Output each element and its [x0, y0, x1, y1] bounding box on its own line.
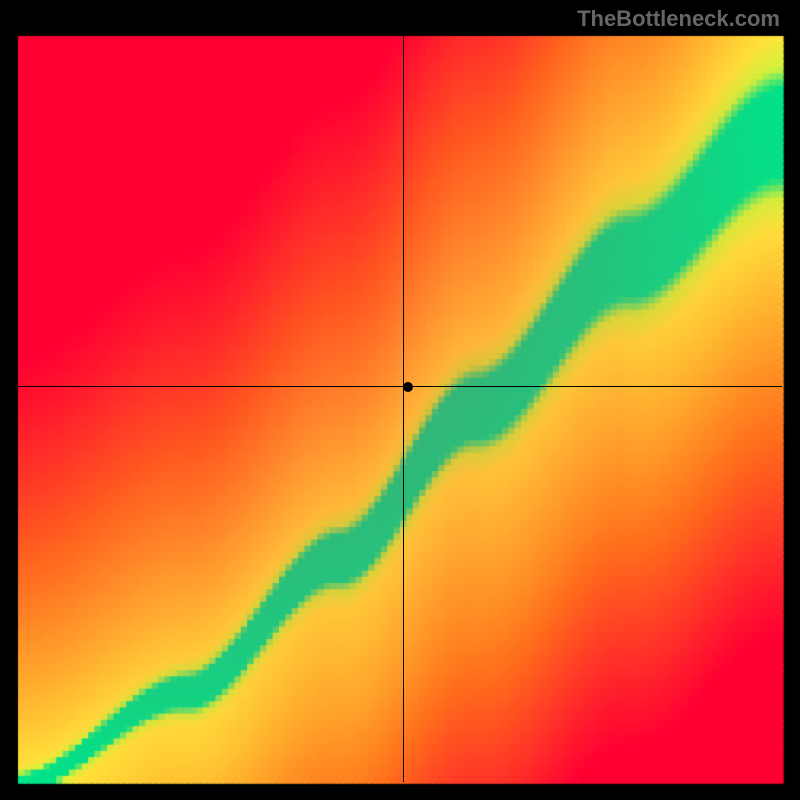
selection-marker: [403, 382, 413, 392]
crosshair-vertical: [403, 36, 404, 782]
watermark-text: TheBottleneck.com: [577, 6, 780, 32]
chart-container: { "watermark": { "text": "TheBottleneck.…: [0, 0, 800, 800]
heatmap-canvas: [0, 0, 800, 800]
crosshair-horizontal: [18, 386, 782, 387]
